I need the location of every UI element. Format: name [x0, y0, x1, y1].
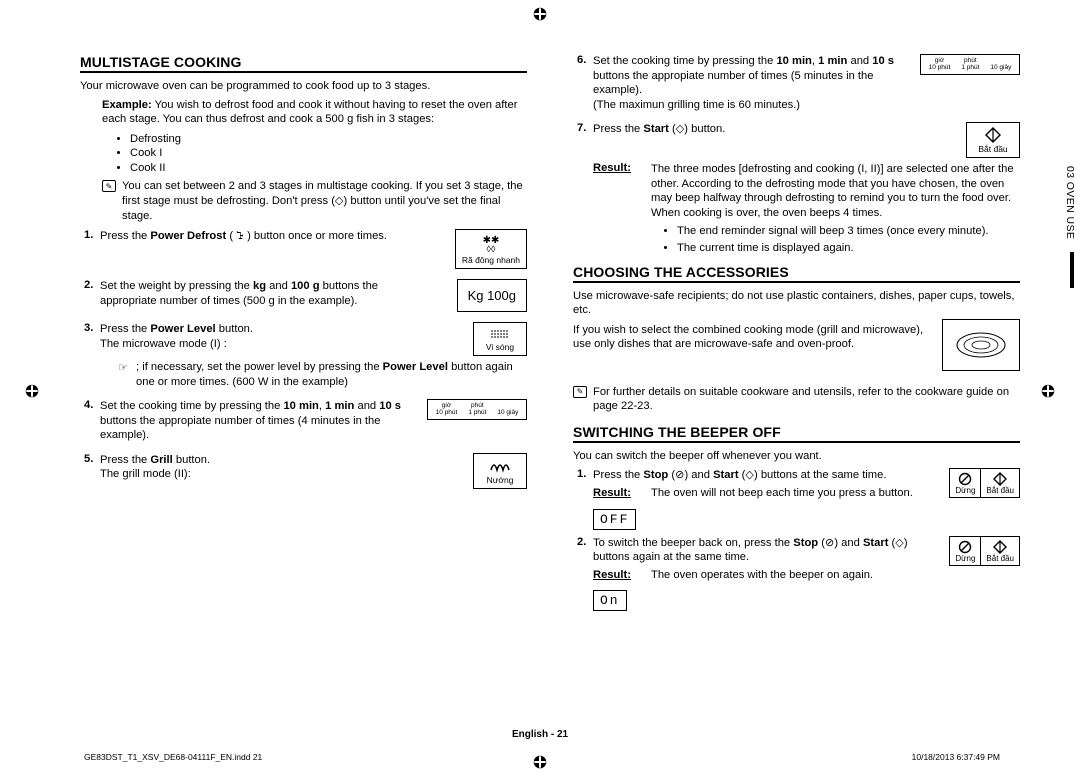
- footer: GE83DST_T1_XSV_DE68-04111F_EN.indd 21 10…: [0, 752, 1080, 766]
- step-2: 2. Set the weight by pressing the kg and…: [80, 279, 527, 312]
- acc-note: ✎ For further details on suitable cookwa…: [573, 385, 1020, 414]
- stage-list: Defrosting Cook I Cook II: [130, 132, 527, 176]
- beep-step-1: 1. Press the Stop (⊘) and Start (◇) butt…: [573, 468, 1020, 502]
- example-lead: Example:: [102, 99, 152, 111]
- heading-beeper: SWITCHING THE BEEPER OFF: [573, 424, 1020, 443]
- result-bullet: The end reminder signal will beep 3 time…: [677, 224, 1020, 239]
- hand-icon: ☞: [116, 361, 130, 373]
- result-block: Result: The three modes [defrosting and …: [593, 162, 1020, 220]
- step-6: 6. Set the cooking time by pressing the …: [573, 54, 1020, 112]
- crop-mark-icon: [1040, 383, 1056, 399]
- grill-icon: Nướng: [473, 453, 527, 489]
- stop-start-icon: Dừng Bắt đầu: [949, 536, 1020, 566]
- accessory-illustration: [942, 319, 1020, 371]
- display-off: OFF: [593, 509, 636, 530]
- result-label: Result:: [593, 568, 641, 583]
- kg-icon: Kg 100g: [457, 279, 527, 312]
- defrost-icon: ✱✱◊◊ Rã đông nhanh: [455, 229, 527, 269]
- step-1: 1. Press the Power Defrost ( ꕱ ) button …: [80, 229, 527, 269]
- step-number: 1.: [573, 468, 593, 480]
- step-3: 3. Press the Power Level button. The mic…: [80, 322, 527, 356]
- crop-mark-icon: [24, 383, 40, 399]
- step-text: Press the Stop (⊘) and Start (◇) buttons…: [593, 468, 928, 502]
- stage-item: Cook II: [130, 161, 527, 176]
- time-icon: giờ10 phút phút1 phút 10 giây: [427, 399, 527, 420]
- note-text: For further details on suitable cookware…: [593, 385, 1020, 414]
- step-subtext: The microwave mode (I) :: [100, 337, 425, 352]
- step-number: 5.: [80, 453, 100, 465]
- step-number: 2.: [573, 536, 593, 548]
- step-text: To switch the beeper back on, press the …: [593, 536, 928, 585]
- page-body: MULTISTAGE COOKING Your microwave oven c…: [0, 0, 1080, 720]
- step-number: 6.: [573, 54, 593, 66]
- note-icon: ✎: [573, 386, 587, 398]
- step-7: 7. Press the Start (◇) button. Bắt đầu: [573, 122, 1020, 158]
- step-text: Set the cooking time by pressing the 10 …: [593, 54, 928, 112]
- step-text: Set the cooking time by pressing the 10 …: [100, 399, 435, 443]
- start-icon: Bắt đầu: [966, 122, 1020, 158]
- footer-timestamp: 10/18/2013 6:37:49 PM: [912, 752, 1000, 766]
- column-left: MULTISTAGE COOKING Your microwave oven c…: [80, 50, 537, 690]
- step-number: 4.: [80, 399, 100, 411]
- display-on: On: [593, 590, 627, 611]
- result-bullet: The current time is displayed again.: [677, 241, 1020, 256]
- heading-accessories: CHOOSING THE ACCESSORIES: [573, 264, 1020, 283]
- example-text: Example: You wish to defrost food and co…: [80, 98, 527, 127]
- acc-intro: Use microwave-safe recipients; do not us…: [573, 289, 1020, 318]
- beep-intro: You can switch the beeper off whenever y…: [573, 449, 1020, 464]
- step-number: 3.: [80, 322, 100, 334]
- step-text: Press the Start (◇) button.: [593, 122, 928, 137]
- result-text: The oven will not beep each time you pre…: [651, 486, 918, 501]
- step-text: Press the Power Level button. The microw…: [100, 322, 435, 351]
- result-label: Result:: [593, 162, 641, 220]
- beep-step-2: 2. To switch the beeper back on, press t…: [573, 536, 1020, 585]
- result-text: The oven operates with the beeper on aga…: [651, 568, 918, 583]
- column-right: 03 OVEN USE 6. Set the cooking time by p…: [567, 50, 1020, 690]
- time-icon: giờ10 phút phút1 phút 10 giây: [920, 54, 1020, 75]
- step-5: 5. Press the Grill button. The grill mod…: [80, 453, 527, 489]
- intro-text: Your microwave oven can be programmed to…: [80, 79, 527, 94]
- side-tab: 03 OVEN USE: [1064, 166, 1076, 239]
- stop-start-icon: Dừng Bắt đầu: [949, 468, 1020, 498]
- note-icon: ✎: [102, 180, 116, 192]
- step-4: 4. Set the cooking time by pressing the …: [80, 399, 527, 443]
- step-3-note: ☞ ; if necessary, set the power level by…: [116, 360, 527, 389]
- step-text: Press the Power Defrost ( ꕱ ) button onc…: [100, 229, 435, 244]
- result-text: The three modes [defrosting and cooking …: [651, 162, 1020, 220]
- step-subtext: (The maximun grilling time is 60 minutes…: [593, 98, 918, 113]
- stage-item: Cook I: [130, 146, 527, 161]
- step-text: Press the Grill button. The grill mode (…: [100, 453, 435, 482]
- side-tab-marker: [1070, 252, 1074, 288]
- note-block: ✎ You can set between 2 and 3 stages in …: [102, 179, 527, 223]
- step-subtext: The grill mode (II):: [100, 467, 425, 482]
- heading-multistage: MULTISTAGE COOKING: [80, 54, 527, 73]
- step-number: 1.: [80, 229, 100, 241]
- stage-item: Defrosting: [130, 132, 527, 147]
- step-number: 7.: [573, 122, 593, 134]
- example-body: You wish to defrost food and cook it wit…: [102, 99, 517, 126]
- svg-text:◊◊: ◊◊: [486, 244, 495, 254]
- step-text: Set the weight by pressing the kg and 10…: [100, 279, 435, 308]
- note-text: ; if necessary, set the power level by p…: [136, 360, 527, 389]
- result-label: Result:: [593, 486, 641, 501]
- note-text: You can set between 2 and 3 stages in mu…: [122, 179, 527, 223]
- step-number: 2.: [80, 279, 100, 291]
- page-language: English - 21: [0, 729, 1080, 740]
- crop-mark-icon: [532, 6, 548, 22]
- microwave-icon: Vi sóng: [473, 322, 527, 356]
- result-bullets: The end reminder signal will beep 3 time…: [677, 224, 1020, 256]
- footer-file: GE83DST_T1_XSV_DE68-04111F_EN.indd 21: [84, 752, 262, 766]
